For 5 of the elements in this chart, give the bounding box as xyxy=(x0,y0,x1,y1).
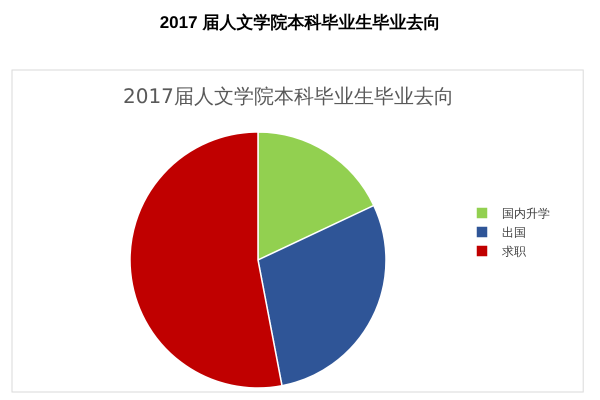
legend-label: 国内升学 xyxy=(502,206,550,221)
chart-subtitle: 2017届人文学院本科毕业生毕业去向 xyxy=(123,84,454,108)
legend-label: 出国 xyxy=(502,226,526,240)
chart-title: 2017 届人文学院本科毕业生毕业去向 xyxy=(160,12,440,32)
legend-label: 求职 xyxy=(502,244,526,259)
